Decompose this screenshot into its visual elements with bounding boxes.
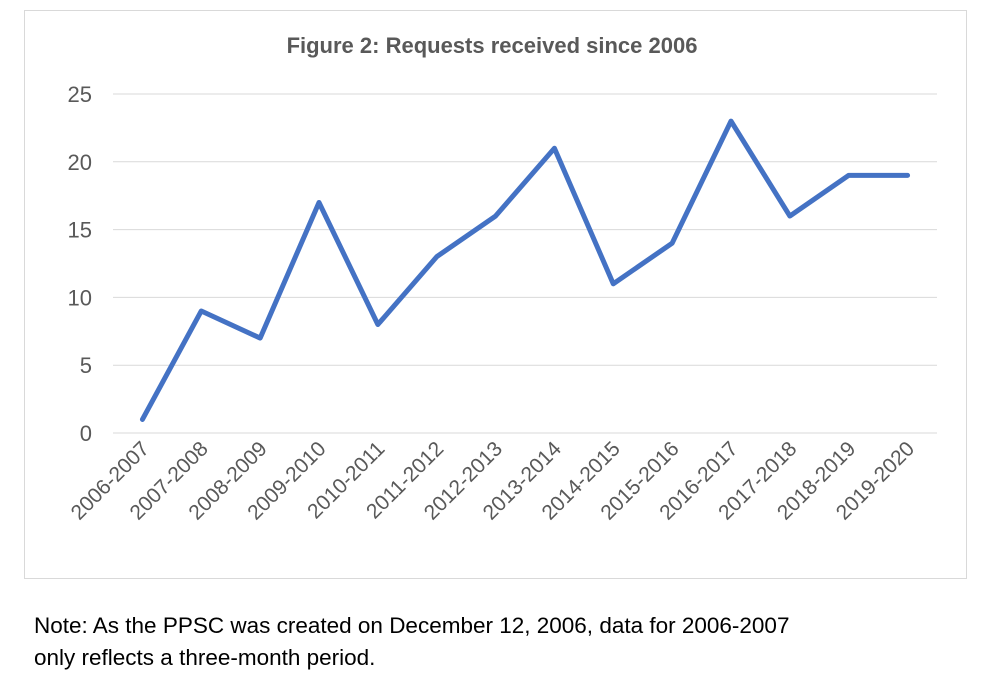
y-tick-label: 20 [68, 150, 92, 175]
chart-frame [24, 10, 967, 579]
y-tick-label: 25 [68, 82, 92, 107]
y-tick-label: 0 [80, 421, 92, 446]
line-chart: Figure 2: Requests received since 2006 0… [24, 10, 967, 579]
note-line-1: Note: As the PPSC was created on Decembe… [34, 613, 790, 638]
note-line-2: only reflects a three-month period. [34, 645, 376, 670]
chart-note: Note: As the PPSC was created on Decembe… [34, 610, 974, 674]
y-tick-label: 15 [68, 218, 92, 243]
chart-title: Figure 2: Requests received since 2006 [287, 33, 698, 58]
series-line [139, 118, 911, 422]
y-tick-label: 10 [68, 285, 92, 310]
y-tick-label: 5 [80, 353, 92, 378]
